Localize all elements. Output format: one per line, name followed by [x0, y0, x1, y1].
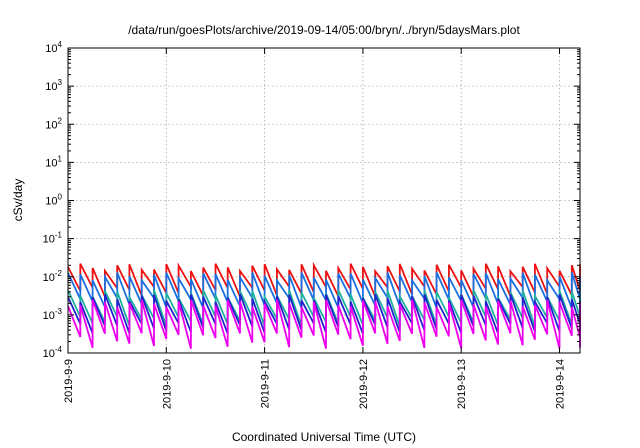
series-line	[67, 299, 581, 349]
x-tick-label: 2019-9-12	[358, 359, 370, 409]
y-tick-label: 102	[45, 116, 62, 131]
x-axis-title: Coordinated Universal Time (UTC)	[232, 430, 416, 444]
series-line	[67, 261, 581, 298]
y-tick-labels: 10-4 10-3 10-2 10-1 100 101 102 103 104	[43, 40, 63, 360]
x-tick-label: 2019-9-13	[456, 359, 468, 409]
axis-ticks	[67, 47, 580, 354]
x-tick-labels: 2019-9-9 2019-9-10 2019-9-11 2019-9-12 2019-…	[63, 359, 567, 409]
y-tick-label: 100	[45, 193, 62, 208]
x-tick-label: 2019-9-11	[260, 359, 272, 408]
y-tick-label: 101	[45, 154, 62, 169]
series-group	[67, 261, 581, 349]
series-line	[67, 272, 581, 309]
y-tick-label: 10-3	[43, 307, 63, 322]
series-line	[67, 293, 581, 335]
y-tick-label: 104	[45, 40, 62, 55]
y-axis-title: cSv/day	[11, 179, 25, 222]
x-tick-label: 2019-9-14	[555, 359, 567, 409]
x-tick-label: 2019-9-9	[63, 359, 75, 403]
chart-title: /data/run/goesPlots/archive/2019-09-14/0…	[128, 23, 520, 37]
y-tick-label: 10-4	[43, 345, 63, 360]
y-tick-label: 10-1	[43, 231, 63, 246]
y-tick-label: 10-2	[43, 269, 63, 284]
x-tick-label: 2019-9-10	[161, 359, 173, 409]
y-tick-label: 103	[45, 78, 62, 93]
grid	[68, 48, 580, 353]
